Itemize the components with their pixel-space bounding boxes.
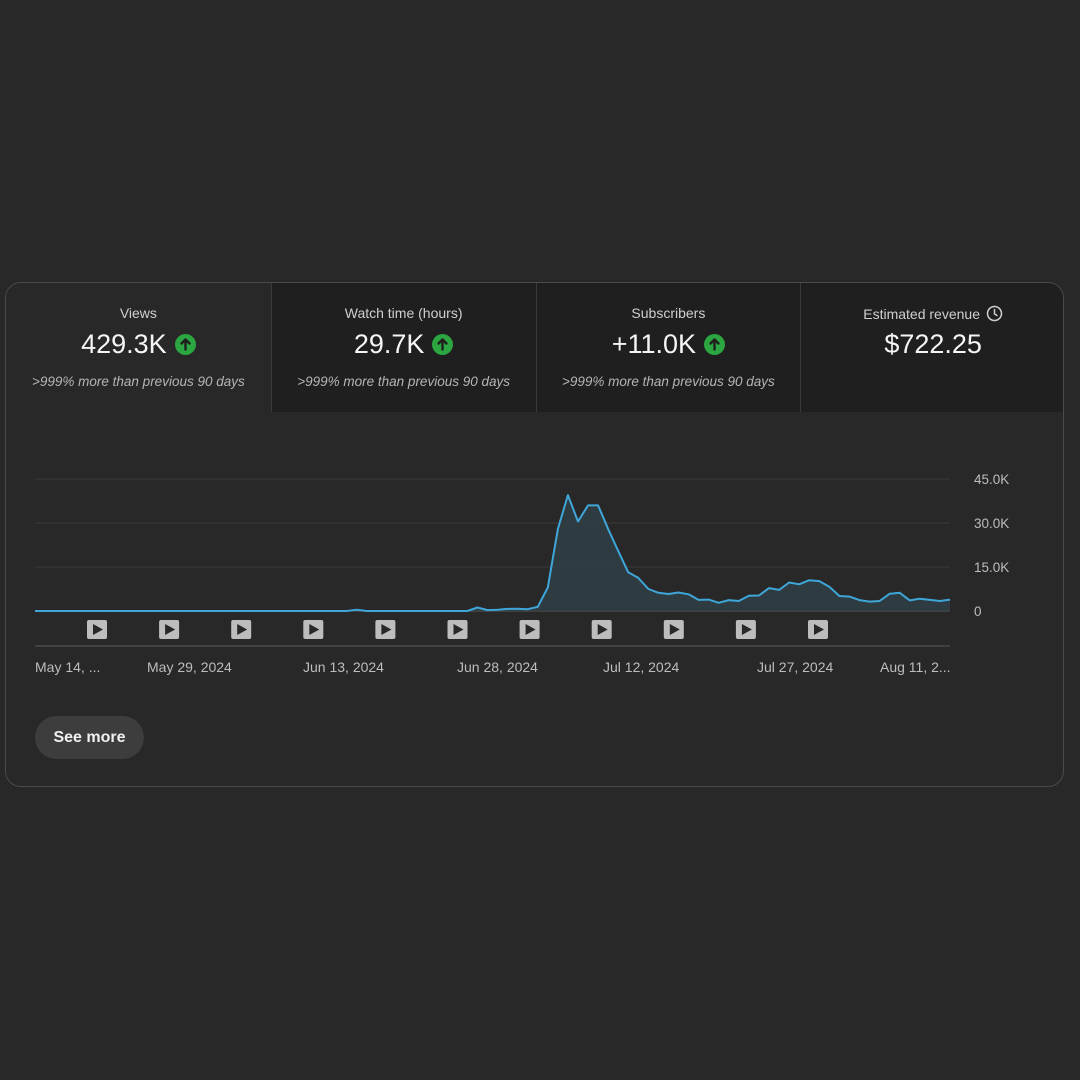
video-marker-icon[interactable] <box>303 620 324 639</box>
x-tick-label: Jun 13, 2024 <box>303 659 384 675</box>
x-tick-label: May 14, ... <box>35 659 100 675</box>
video-marker-icon[interactable] <box>375 620 396 639</box>
video-marker-icon[interactable] <box>87 620 107 639</box>
metric-comparison: >999% more than previous 90 days <box>297 374 510 389</box>
x-tick-label: Jul 27, 2024 <box>757 659 833 675</box>
metric-comparison: >999% more than previous 90 days <box>31 374 245 389</box>
video-marker-icon[interactable] <box>519 620 540 639</box>
metric-title: Watch time (hours) <box>344 305 463 321</box>
arrow-up-icon <box>432 334 454 355</box>
metric-title: Views <box>119 305 157 321</box>
x-tick-label: Jun 28, 2024 <box>457 659 538 675</box>
series-line <box>35 494 951 612</box>
y-tick-label: 0 <box>974 604 982 619</box>
video-marker-icon[interactable] <box>159 620 180 639</box>
metric-value: 429.3K <box>81 329 167 359</box>
metric-value: 29.7K <box>353 329 425 359</box>
video-marker-icon[interactable] <box>591 620 612 639</box>
series-area <box>35 495 950 611</box>
views-chart[interactable]: 0 15.0K 30.0K 45.0K May 14, ... May 29, 2024 J… <box>6 412 1064 702</box>
metric-tabs: Views 429.3K >999% more than previous 90… <box>6 283 1063 412</box>
metric-value: +11.0K <box>611 329 697 359</box>
see-more-button[interactable]: See more <box>35 716 144 759</box>
y-tick-label: 45.0K <box>974 472 1009 487</box>
x-tick-label: Jul 12, 2024 <box>603 659 679 675</box>
video-marker-icon[interactable] <box>808 620 828 639</box>
metric-title: Estimated revenue <box>863 306 980 322</box>
tab-watch-time[interactable]: Watch time (hours) 29.7K >999% more than… <box>270 283 536 412</box>
video-marker-icon[interactable] <box>735 620 756 639</box>
video-marker-icon[interactable] <box>447 620 468 639</box>
arrow-up-icon <box>174 334 196 355</box>
video-marker-icon[interactable] <box>231 620 252 639</box>
tab-views[interactable]: Views 429.3K >999% more than previous 90… <box>6 283 271 412</box>
x-tick-label: May 29, 2024 <box>147 659 232 675</box>
analytics-card: Views 429.3K >999% more than previous 90… <box>5 282 1064 787</box>
metric-title: Subscribers <box>631 305 706 321</box>
y-tick-label: 15.0K <box>974 560 1009 575</box>
arrow-up-icon <box>704 334 726 355</box>
metric-comparison: >999% more than previous 90 days <box>561 374 775 389</box>
x-tick-label: Aug 11, 2... <box>880 659 951 675</box>
tab-estimated-revenue[interactable]: Estimated revenue $722.25 <box>800 283 1063 412</box>
metric-value: $722.25 <box>884 329 982 359</box>
tab-subscribers[interactable]: Subscribers +11.0K >999% more than previ… <box>535 283 801 412</box>
y-tick-label: 30.0K <box>974 516 1009 531</box>
video-marker-icon[interactable] <box>663 620 684 639</box>
clock-icon <box>986 305 1003 325</box>
